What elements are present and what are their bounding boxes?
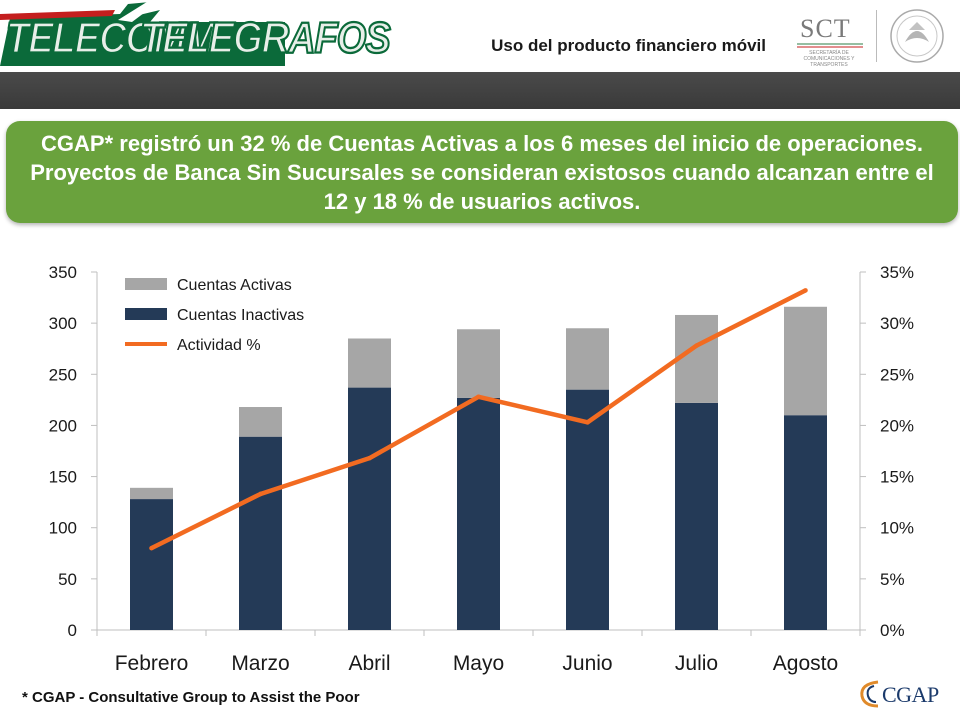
bar-cuentas-inactivas	[784, 415, 827, 630]
logo-text-right: TELEGRAFOS	[139, 14, 392, 65]
y-left-tick-label: 50	[58, 570, 77, 589]
legend-swatch-inactivas	[125, 308, 167, 320]
legend-swatch-activas	[125, 278, 167, 290]
y-right-tick-label: 30%	[880, 314, 914, 333]
bar-cuentas-activas	[457, 329, 500, 398]
y-right-tick-label: 0%	[880, 621, 905, 640]
x-category-label: Abril	[348, 652, 390, 675]
x-category-label: Agosto	[773, 652, 838, 675]
telecomm-telegrafos-logo: TELECOMM TELEGRAFOS	[0, 0, 392, 75]
point-actividad	[149, 545, 154, 551]
bar-cuentas-activas	[130, 487, 173, 500]
bar-cuentas-inactivas	[566, 389, 609, 630]
footnote: * CGAP - Consultative Group to Assist th…	[22, 689, 360, 706]
x-category-label: Febrero	[115, 652, 189, 675]
sct-divider	[876, 10, 877, 62]
y-left-tick-label: 250	[49, 365, 77, 384]
y-right-tick-label: 20%	[880, 416, 914, 435]
cgap-logo-text: CGAP	[882, 682, 939, 707]
y-left-tick-label: 350	[49, 263, 77, 282]
cgap-logo-icon	[860, 680, 879, 708]
logo-text-left: TELECOMM	[5, 14, 217, 65]
accounts-chart: 0 50 100 150 200 250 300 350 0% 5% 10% 15% 20% 25% 30%…	[49, 263, 914, 675]
mexico-seal-icon	[797, 9, 944, 63]
y-right-tick-label: 10%	[880, 519, 914, 538]
y-right-tick-label: 25%	[880, 365, 914, 384]
point-actividad	[694, 343, 699, 348]
legend-label-actividad: Actividad %	[177, 337, 261, 354]
bar-cuentas-inactivas	[348, 387, 391, 630]
point-actividad	[585, 420, 590, 425]
sct-subtitle: SECRETARÍA DE COMUNICACIONES Y TRANSPORT…	[803, 50, 855, 68]
point-actividad	[803, 288, 808, 293]
bar-cuentas-inactivas	[239, 436, 282, 630]
y-right-tick-label: 35%	[880, 263, 914, 282]
y-left-tick-label: 150	[49, 468, 77, 487]
point-actividad	[258, 491, 263, 497]
y-right-tick-label: 5%	[880, 570, 905, 589]
bar-cuentas-inactivas	[675, 402, 718, 630]
y-left-tick-label: 100	[49, 519, 77, 538]
y-left-tick-label: 300	[49, 314, 77, 333]
sct-logo	[767, 0, 960, 72]
x-category-label: Junio	[562, 652, 612, 675]
legend-label-activas: Cuentas Activas	[177, 277, 292, 294]
bar-cuentas-inactivas	[457, 397, 500, 630]
bar-cuentas-activas	[675, 314, 718, 403]
x-category-label: Julio	[675, 652, 718, 675]
bar-cuentas-activas	[784, 306, 827, 416]
callout-box: CGAP* registró un 32 % de Cuentas Activa…	[6, 121, 958, 223]
y-right-tick-label: 15%	[880, 468, 914, 487]
bar-cuentas-activas	[239, 407, 282, 437]
sct-label: SCT	[800, 14, 851, 43]
bar-cuentas-activas	[348, 338, 391, 388]
point-actividad	[367, 455, 372, 461]
logo-graphic	[0, 0, 285, 70]
y-left-tick-label: 0	[68, 621, 77, 640]
point-actividad	[476, 394, 481, 400]
header-band	[0, 72, 960, 109]
legend-label-inactivas: Cuentas Inactivas	[177, 307, 304, 324]
bar-cuentas-inactivas	[130, 499, 173, 630]
document-title: Uso del producto financiero móvil	[491, 36, 766, 55]
bar-cuentas-activas	[566, 328, 609, 390]
callout-text: CGAP* registró un 32 % de Cuentas Activa…	[30, 130, 934, 214]
x-category-label: Marzo	[231, 652, 289, 675]
x-category-label: Mayo	[453, 652, 504, 675]
y-left-tick-label: 200	[49, 416, 77, 435]
header: TELECOMM TELEGRAFOS Uso del producto fin…	[0, 0, 960, 109]
